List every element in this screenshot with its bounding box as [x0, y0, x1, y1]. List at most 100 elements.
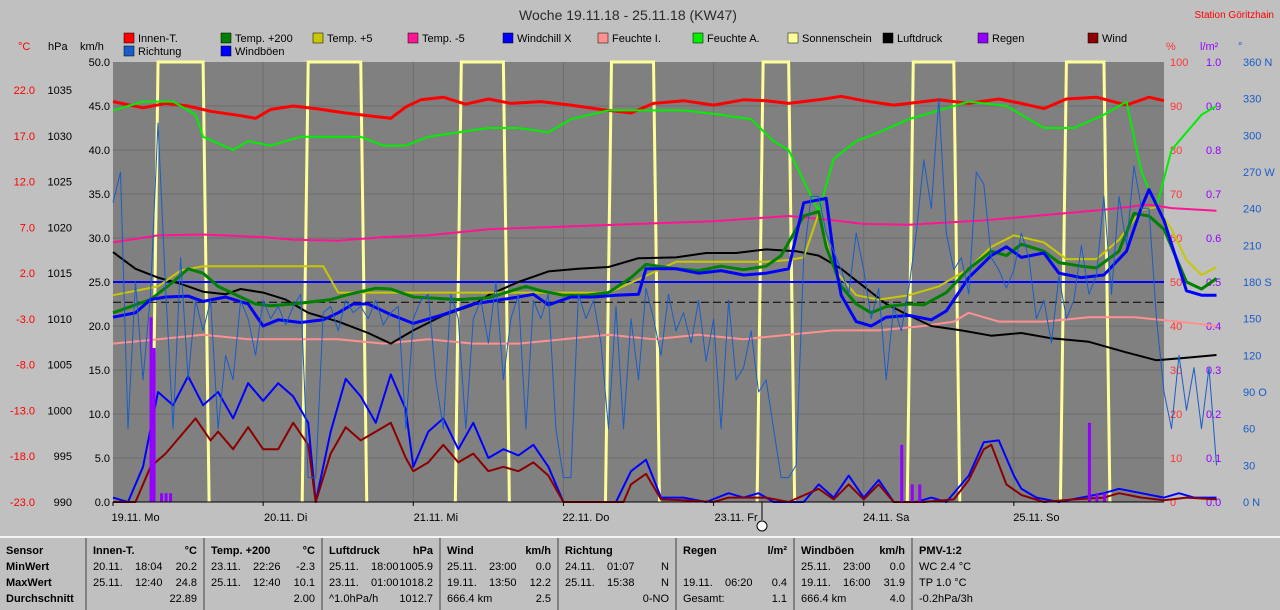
- legend-swatch-sonnenschein: [787, 32, 799, 44]
- legend-swatch-feuchte-a: [692, 32, 704, 44]
- axis-tick-pressure: 1000: [48, 405, 72, 417]
- stats-richtung-min-value: N: [661, 561, 669, 573]
- axis-tick-humidity: 10: [1170, 453, 1182, 465]
- axis-tick-pressure: 1015: [48, 268, 72, 280]
- stats-temp200-min-time: 22:26: [253, 561, 281, 573]
- axis-tick-direction: 210: [1243, 240, 1261, 252]
- axis-tick-wind: 30.0: [89, 233, 110, 245]
- series-temp-5: [112, 203, 1217, 244]
- stats-luftdruck-max-date: 23.11.: [329, 577, 359, 589]
- rain-bar: [1087, 422, 1091, 502]
- axis-tick-wind: 50.0: [89, 57, 110, 69]
- stats-richtung-max-time: 15:38: [607, 577, 635, 589]
- axis-tick-pressure: 1030: [48, 131, 72, 143]
- rain-bar: [900, 444, 904, 502]
- stats-windboeen-column: Windböen km/h 25.11. 23:00 0.0 19.11. 16:00 3…: [795, 538, 913, 610]
- rain-bar: [910, 484, 914, 502]
- stats-innen-header: Innen-T.: [93, 545, 135, 557]
- stats-innen-unit: °C: [184, 545, 197, 557]
- x-tick-label: 23.11. Fr: [714, 512, 758, 524]
- stats-luftdruck-max-time: 01:00: [371, 577, 399, 589]
- axis-tick-temp: -18.0: [10, 451, 35, 463]
- stats-max-label: MaxWert: [6, 577, 52, 589]
- stats-regen-max-value: 0.4: [771, 577, 787, 589]
- legend-label-temp-200: Temp. +200: [235, 33, 293, 45]
- stats-luftdruck-header: Luftdruck: [329, 545, 380, 557]
- axis-unit-temp: °C: [18, 41, 30, 53]
- stats-min-label: MinWert: [6, 561, 50, 573]
- axis-tick-rain: 1.0: [1206, 57, 1221, 69]
- axis-tick-temp: 22.0: [14, 85, 35, 97]
- axis-tick-wind: 0.0: [95, 497, 110, 509]
- axis-tick-direction: 330: [1243, 94, 1261, 106]
- stats-luftdruck-column: Luftdruck hPa 25.11. 18:00 1005.9 23.11. 01:…: [323, 538, 441, 610]
- stats-innen-max-value: 24.8: [175, 577, 197, 589]
- stats-wind-distance: 666.4 km: [447, 593, 493, 605]
- stats-richtung-min-time: 01:07: [607, 561, 635, 573]
- rain-bar: [152, 348, 156, 502]
- axis-tick-pressure: 1005: [48, 360, 72, 372]
- legend-label-innen-t: Innen-T.: [138, 33, 178, 45]
- axis-tick-direction: 0 N: [1243, 497, 1260, 509]
- axis-tick-direction: 60: [1243, 424, 1255, 436]
- rain-bars: [149, 317, 1106, 502]
- legend-label-sonnenschein: Sonnenschein: [802, 33, 872, 45]
- legend-swatch-luftdruck: [882, 32, 894, 44]
- axis-tick-temp: -23.0: [10, 497, 35, 509]
- stats-windboeen-max-time: 16:00: [843, 577, 871, 589]
- axis-tick-temp: 2.0: [20, 268, 35, 280]
- axis-tick-pressure: 995: [54, 451, 72, 463]
- stats-innen-min-time: 18:04: [135, 561, 163, 573]
- stats-temp200-min-date: 23.11.: [211, 561, 241, 573]
- weather-chart: Woche 19.11.18 - 25.11.18 (KW47) Station…: [10, 7, 1275, 532]
- axis-tick-wind: 35.0: [89, 189, 110, 201]
- axis-tick-humidity: 100: [1170, 57, 1188, 69]
- axis-tick-wind: 25.0: [89, 277, 110, 289]
- stats-sensor-header: Sensor: [6, 545, 44, 557]
- stats-innen-max-time: 12:40: [135, 577, 163, 589]
- stats-richtung-avg-value: 0-NO: [642, 593, 669, 605]
- stats-windboeen-max-value: 31.9: [883, 577, 905, 589]
- stats-windboeen-unit: km/h: [879, 545, 905, 557]
- stats-pmv-windchill: WC 2.4 °C: [919, 561, 972, 573]
- stats-windboeen-distance: 666.4 km: [801, 593, 847, 605]
- axis-tick-humidity: 90: [1170, 101, 1182, 113]
- stats-pmv-taupunkt: TP 1.0 °C: [919, 577, 967, 589]
- stats-pmv-trend: -0.2hPa/3h: [919, 593, 973, 605]
- stats-innen-max-date: 25.11.: [93, 577, 123, 589]
- stats-innen-avg-value: 22.89: [169, 593, 197, 605]
- stats-pmv-header: PMV-1:2: [919, 545, 962, 557]
- legend-swatch-richtung: [123, 45, 135, 57]
- axis-tick-temp: 7.0: [20, 222, 35, 234]
- axis-unit-rain: l/m²: [1200, 41, 1219, 53]
- stats-temp200-max-date: 25.11.: [211, 577, 241, 589]
- stats-wind-min-value: 0.0: [535, 561, 551, 573]
- axis-tick-humidity: 50: [1170, 277, 1182, 289]
- station-label: Station Göritzhain: [1195, 10, 1275, 21]
- stats-windboeen-avg-value: 4.0: [889, 593, 905, 605]
- legend-swatch-innen-t: [123, 32, 135, 44]
- stats-temp200-min-value: -2.3: [296, 561, 315, 573]
- legend-label-feuchte-a: Feuchte A.: [707, 33, 760, 45]
- legend-swatch-temp-5: [407, 32, 419, 44]
- axis-tick-rain: 0.2: [1206, 409, 1221, 421]
- axis-tick-temp: -8.0: [16, 360, 35, 372]
- stats-windboeen-min-value: 0.0: [889, 561, 905, 573]
- axis-tick-direction: 150: [1243, 314, 1261, 326]
- time-cursor-handle[interactable]: [756, 520, 768, 532]
- stats-wind-avg-value: 2.5: [535, 593, 551, 605]
- legend-label-windchill-x: Windchill X: [517, 33, 572, 45]
- stats-wind-min-date: 25.11.: [447, 561, 477, 573]
- axis-tick-rain: 0.1: [1206, 453, 1221, 465]
- chart-title: Woche 19.11.18 - 25.11.18 (KW47): [519, 7, 737, 23]
- stats-temp200-avg-value: 2.00: [293, 593, 315, 605]
- stats-temp200-max-value: 10.1: [293, 577, 315, 589]
- stats-wind-min-time: 23:00: [489, 561, 517, 573]
- rain-bar: [1102, 493, 1106, 502]
- legend-label-windb-en: Windböen: [235, 46, 285, 58]
- stats-luftdruck-min-date: 25.11.: [329, 561, 359, 573]
- legend-label-wind: Wind: [1102, 33, 1127, 45]
- legend-swatch-feuchte-i: [597, 32, 609, 44]
- stats-wind-unit: km/h: [525, 545, 551, 557]
- stats-luftdruck-avg-value: 1012.7: [399, 593, 433, 605]
